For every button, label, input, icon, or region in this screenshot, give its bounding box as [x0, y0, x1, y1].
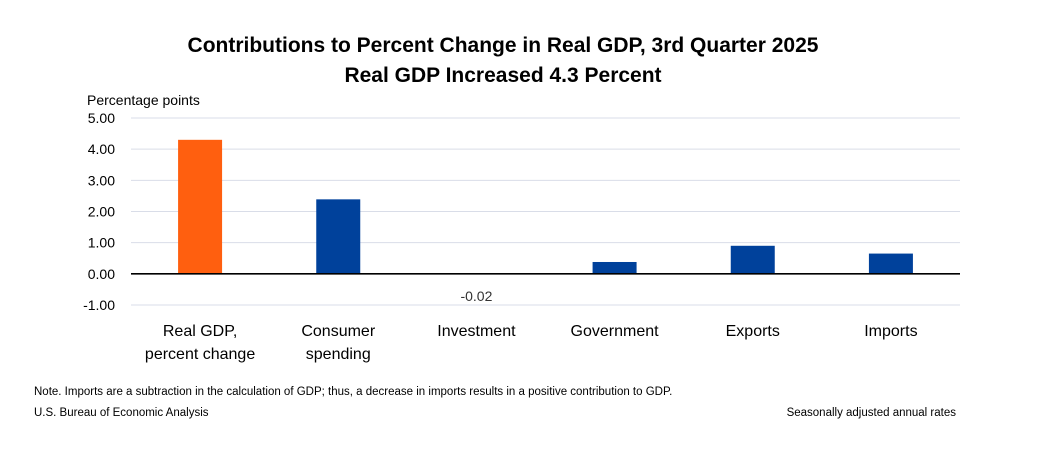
bar: [178, 139, 223, 274]
y-axis-label: Percentage points: [87, 92, 200, 108]
data-labels: -0.02: [460, 288, 492, 304]
bar: [316, 199, 361, 274]
y-tick-label: 4.00: [88, 141, 115, 157]
y-tick-label: -1.00: [83, 297, 115, 313]
category-label: Government: [571, 323, 660, 340]
y-tick-label: 5.00: [88, 110, 115, 126]
footnote: Note. Imports are a subtraction in the c…: [34, 386, 672, 398]
source-label: U.S. Bureau of Economic Analysis: [34, 407, 209, 419]
x-axis-categories: Real GDP, percent change Consumer spending I…: [145, 323, 918, 363]
category-label: Real GDP,: [163, 323, 237, 340]
y-axis-ticks: 5.00 4.00 3.00 2.00 1.00 0.00 -1.00: [83, 110, 115, 313]
category-label: Consumer: [301, 323, 375, 340]
category-label: Imports: [864, 323, 917, 340]
y-tick-label: 1.00: [88, 235, 115, 251]
rates-label: Seasonally adjusted annual rates: [787, 407, 957, 419]
bar: [868, 253, 913, 274]
category-label: percent change: [145, 346, 255, 363]
chart-subtitle: Real GDP Increased 4.3 Percent: [344, 64, 661, 87]
bar: [730, 245, 775, 274]
category-label: spending: [306, 346, 371, 363]
y-tick-label: 0.00: [88, 266, 115, 282]
bars: [178, 139, 913, 275]
category-label: Exports: [726, 323, 780, 340]
category-label: Investment: [437, 323, 516, 340]
y-tick-label: 3.00: [88, 172, 115, 188]
bar: [592, 261, 637, 274]
chart-title: Contributions to Percent Change in Real …: [188, 34, 819, 57]
y-tick-label: 2.00: [88, 204, 115, 220]
gridlines: [131, 117, 960, 306]
data-label: -0.02: [460, 288, 492, 304]
